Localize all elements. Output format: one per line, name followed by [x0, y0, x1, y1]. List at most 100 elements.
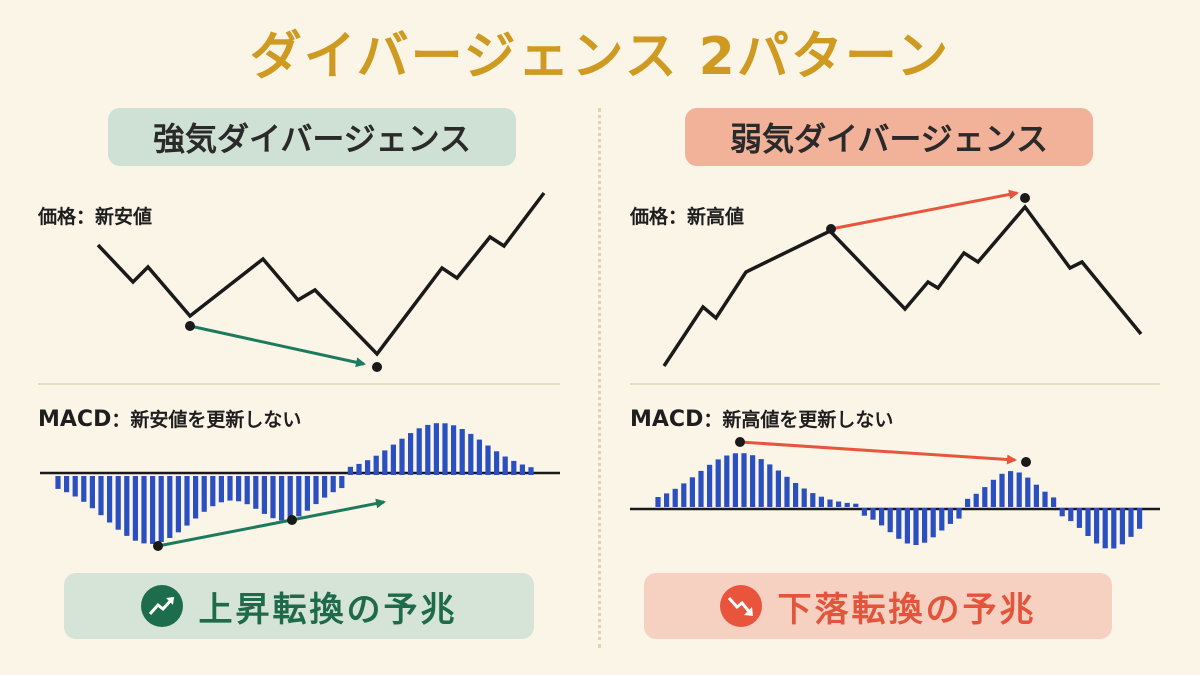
bullish-macd-bar — [382, 450, 388, 475]
bearish-macd-bar — [913, 508, 919, 545]
bullish-price-low1-dot — [185, 321, 195, 331]
bearish-macd-bar — [818, 496, 824, 507]
bearish-macd-bar — [836, 501, 842, 507]
bullish-macd-bar — [468, 433, 474, 475]
bearish-macd-bar — [1111, 508, 1117, 549]
bullish-macd-bar — [261, 476, 267, 514]
bullish-macd-bar — [365, 460, 371, 475]
bullish-macd-bar — [115, 476, 121, 530]
bearish-macd-bar — [1059, 508, 1065, 517]
bearish-macd-bar — [732, 453, 738, 507]
bullish-macd-bar — [322, 476, 328, 498]
bullish-macd-bar — [425, 424, 431, 475]
bullish-macd-bar — [55, 476, 61, 489]
bearish-macd-bar — [1085, 508, 1091, 536]
bullish-macd-bar — [494, 451, 500, 475]
bullish-macd-bar — [451, 425, 457, 475]
bearish-macd-bar — [715, 459, 721, 507]
bullish-macd-bar — [279, 476, 285, 521]
bearish-footer-text: 下落転換の予兆 — [777, 589, 1037, 630]
bullish-macd-bar — [158, 476, 164, 542]
bearish-macd-bar — [1033, 484, 1039, 507]
bearish-macd-bar — [844, 502, 850, 507]
bullish-macd-bar — [296, 476, 302, 517]
bullish-price-arrow — [189, 324, 366, 368]
bearish-macd-bar — [1068, 508, 1074, 522]
bearish-price-high1-dot — [826, 224, 836, 234]
bullish-footer-text: 上昇転換の予兆 — [198, 589, 458, 630]
bearish-macd-bar — [939, 508, 945, 531]
bullish-macd-label: MACD：新安値を更新しない — [38, 405, 301, 432]
bearish-macd-bar — [724, 455, 730, 507]
bearish-macd-bar — [896, 508, 902, 539]
bullish-macd-bar — [218, 476, 224, 503]
bullish-macd-bar — [313, 476, 319, 505]
bearish-macd-bar — [1119, 508, 1125, 545]
bearish-macd-bar — [879, 508, 885, 526]
bearish-macd-bar — [853, 503, 859, 507]
bearish-macd-bar — [956, 508, 962, 519]
bearish-macd-high2-dot — [1021, 457, 1031, 467]
trend-up-icon — [140, 585, 183, 627]
bullish-macd-bar — [124, 476, 130, 536]
bearish-macd-bar — [689, 477, 695, 507]
bearish-macd-bar — [672, 488, 678, 507]
bullish-macd-bar — [201, 476, 207, 512]
bullish-macd-text: ：新安値を更新しない — [111, 409, 302, 431]
bullish-macd-bar — [227, 476, 233, 501]
bullish-macd-bar — [330, 476, 336, 493]
bearish-macd-arrow — [739, 440, 1017, 465]
bullish-macd-bar — [167, 476, 173, 538]
bearish-macd-bar — [1076, 508, 1082, 528]
bullish-panel: 強気ダイバージェンス 価格：新安値 MACD：新安値を更新しない 上昇転換の予兆 — [0, 0, 598, 675]
bearish-macd-bar — [1051, 497, 1057, 507]
bullish-macd-bar — [390, 444, 396, 475]
bearish-macd-bar — [1094, 508, 1100, 544]
bullish-section-divider — [38, 383, 560, 385]
bearish-panel: 弱気ダイバージェンス 価格：新高値 MACD：新高値を更新しない 下落転換の予兆 — [600, 0, 1200, 675]
bullish-macd-low2-dot — [287, 515, 297, 525]
bullish-macd-bar — [408, 433, 414, 475]
bearish-macd-word: MACD — [630, 407, 704, 432]
bearish-macd-bar — [1102, 508, 1108, 549]
bullish-footer: 上昇転換の予兆 — [64, 573, 534, 639]
bearish-macd-bar — [1042, 491, 1048, 507]
bearish-macd-bar — [887, 508, 893, 533]
bearish-footer: 下落転換の予兆 — [644, 573, 1112, 639]
bearish-macd-bar — [655, 497, 661, 507]
bearish-macd-bar — [904, 508, 910, 544]
bullish-macd-bar — [304, 476, 310, 511]
bearish-chart — [630, 189, 1160, 549]
bullish-chart — [40, 191, 560, 551]
bullish-macd-bar — [193, 476, 199, 519]
bullish-macd-bar — [244, 476, 250, 505]
bullish-macd-bar — [253, 476, 259, 509]
bullish-price-label: 価格：新安値 — [38, 206, 153, 228]
bearish-macd-bar — [965, 498, 971, 507]
bearish-macd-bar — [775, 470, 781, 507]
bullish-macd-bar — [175, 476, 181, 533]
bearish-macd-bar — [784, 476, 790, 507]
bearish-macd-bar — [741, 453, 747, 507]
bullish-macd-bar — [64, 476, 70, 493]
bearish-macd-high1-dot — [735, 437, 745, 447]
bearish-macd-bar — [1137, 508, 1143, 529]
bullish-macd-bar — [72, 476, 78, 497]
bearish-macd-bar — [1016, 472, 1022, 507]
bullish-macd-bar — [416, 428, 422, 475]
bearish-price-line — [662, 204, 1143, 367]
bearish-macd-bar — [870, 508, 876, 520]
page-title: ダイバージェンス 2パターン — [249, 27, 951, 87]
bearish-macd-bar — [990, 479, 996, 507]
bearish-macd-text: ：新高値を更新しない — [703, 409, 894, 431]
bullish-macd-bar — [150, 476, 156, 544]
bullish-macd-bar — [98, 476, 104, 516]
bearish-macd-label: MACD：新高値を更新しない — [630, 405, 893, 432]
bearish-macd-bar — [698, 470, 704, 507]
bullish-macd-bar — [81, 476, 87, 502]
trend-down-icon — [719, 585, 762, 627]
bearish-price-arrow — [830, 189, 1019, 231]
bullish-macd-bar — [347, 466, 353, 475]
bearish-section-divider — [630, 383, 1160, 385]
bearish-macd-bar — [750, 455, 756, 507]
